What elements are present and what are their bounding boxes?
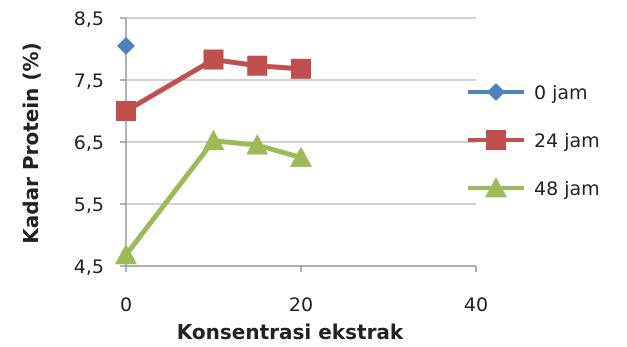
data-point-s2-2	[246, 134, 269, 155]
x-tick-label-0: 0	[120, 294, 132, 316]
x-tick-label-2: 40	[464, 294, 488, 316]
legend-label-1: 24 jam	[534, 130, 600, 152]
data-point-s1-2	[247, 55, 268, 76]
legend-label-0: 0 jam	[534, 82, 588, 104]
y-tick-label-1: 5,5	[74, 194, 104, 216]
data-point-s2-1	[202, 129, 225, 151]
legend: 0 jam 24 jam 48 jam	[468, 82, 600, 200]
y-tick-label-4: 8,5	[74, 8, 104, 30]
series-lines	[123, 57, 304, 258]
x-axis-title: Konsentrasi ekstrak	[177, 320, 404, 344]
y-axis-title: Kadar Protein (%)	[19, 42, 43, 243]
data-point-s2-0	[115, 243, 137, 265]
legend-marker-2	[485, 177, 507, 198]
series-line-2	[123, 138, 304, 258]
legend-label-2: 48 jam	[534, 178, 600, 200]
x-tick-labels: 0 20 40	[120, 294, 488, 316]
y-tick-label-2: 6,5	[74, 132, 104, 154]
data-point-s1-3	[291, 58, 311, 79]
y-tick-labels: 4,5 5,5 6,5 7,5 8,5	[74, 8, 104, 278]
data-point-s1-1	[203, 49, 224, 70]
data-point-s2-3	[290, 146, 312, 167]
x-tick-label-1: 20	[289, 294, 313, 316]
data-point-s1-0	[116, 101, 136, 121]
legend-marker-0	[487, 83, 505, 101]
legend-marker-1	[486, 130, 506, 150]
series-markers	[115, 36, 312, 265]
y-tick-label-3: 7,5	[74, 70, 104, 92]
data-point-s0-0	[117, 36, 135, 55]
axes	[120, 17, 477, 272]
series-line-1	[123, 57, 304, 114]
gridlines	[126, 17, 476, 267]
y-tick-label-0: 4,5	[74, 256, 104, 278]
